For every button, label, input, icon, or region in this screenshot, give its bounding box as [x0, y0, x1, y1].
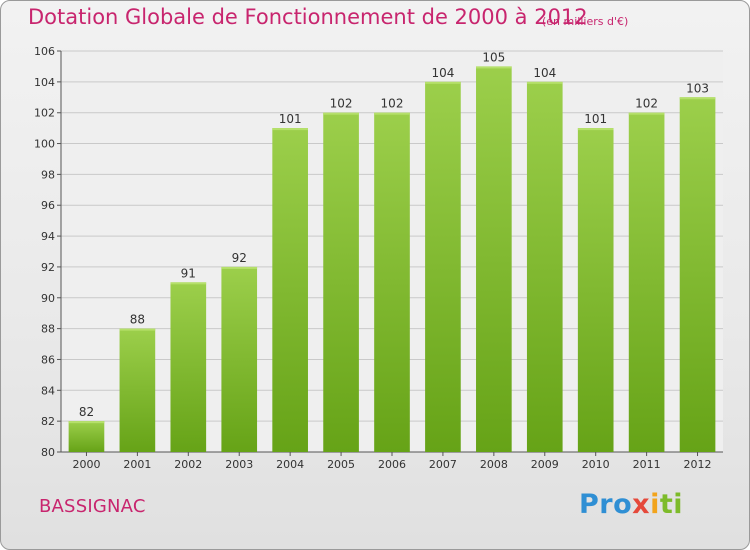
y-tick-label: 106 [34, 45, 55, 58]
data-label: 91 [181, 266, 196, 280]
bar [425, 81, 461, 452]
x-tick-label: 2005 [327, 458, 355, 471]
x-tick-label: 2001 [123, 458, 151, 471]
bar-highlight [476, 66, 512, 69]
data-label: 102 [330, 97, 353, 111]
x-tick-label: 2007 [429, 458, 457, 471]
bar-highlight [221, 266, 258, 269]
y-tick-label: 96 [41, 199, 55, 212]
bar-highlight [374, 112, 410, 115]
data-label: 82 [79, 405, 94, 419]
bar [272, 128, 308, 452]
proxiti-logo: Proxiti [579, 489, 684, 520]
y-tick-label: 88 [41, 323, 55, 336]
x-tick-label: 2003 [225, 458, 253, 471]
chart-title: Dotation Globale de Fonctionnement de 20… [28, 5, 588, 29]
y-tick-label: 82 [41, 415, 55, 428]
bars [68, 66, 716, 453]
bar-highlight [323, 112, 359, 115]
data-label: 102 [381, 97, 404, 111]
x-tick-label: 2006 [378, 458, 406, 471]
bar [577, 128, 614, 452]
bar-highlight [526, 81, 563, 84]
data-label: 92 [232, 251, 247, 265]
y-tick-label: 80 [41, 446, 55, 459]
bar-highlight [272, 128, 308, 131]
bar-highlight [425, 81, 461, 84]
x-tick-label: 2000 [72, 458, 100, 471]
data-label: 102 [635, 97, 658, 111]
bar [526, 81, 563, 452]
bar-highlight [679, 97, 716, 100]
municipality-name: BASSIGNAC [39, 496, 146, 517]
bar [679, 97, 716, 453]
chart-subtitle: (en milliers d'€) [542, 15, 629, 28]
y-tick-label: 100 [34, 138, 55, 151]
y-tick-label: 90 [41, 292, 55, 305]
data-label: 104 [431, 66, 454, 80]
x-tick-label: 2009 [531, 458, 559, 471]
bar-highlight [628, 112, 665, 115]
data-label: 101 [279, 112, 302, 126]
x-tick-label: 2002 [174, 458, 202, 471]
bar [170, 282, 207, 452]
y-tick-label: 86 [41, 353, 55, 366]
x-tick-label: 2010 [582, 458, 610, 471]
bar-highlight [119, 328, 156, 331]
y-tick-label: 92 [41, 261, 55, 274]
data-label: 88 [130, 313, 145, 327]
y-tick-label: 104 [34, 76, 55, 89]
data-label: 101 [584, 112, 607, 126]
bar-highlight [68, 421, 105, 424]
data-label: 104 [533, 66, 556, 80]
bar [68, 421, 105, 452]
bar [476, 66, 512, 452]
y-tick-label: 94 [41, 230, 55, 243]
x-tick-label: 2004 [276, 458, 304, 471]
x-tick-label: 2012 [684, 458, 712, 471]
bar-highlight [170, 282, 207, 285]
y-tick-label: 98 [41, 168, 55, 181]
bar-highlight [577, 128, 614, 131]
data-label: 105 [482, 50, 505, 64]
x-tick-label: 2008 [480, 458, 508, 471]
y-tick-label: 84 [41, 384, 55, 397]
labels: 82 2000 88 2001 91 2002 92 2003 101 2004 102 2005 10… [72, 50, 711, 471]
bar [628, 112, 665, 452]
y-tick-label: 102 [34, 107, 55, 120]
bar [119, 328, 156, 452]
bar [221, 266, 258, 452]
bar [374, 112, 410, 452]
x-tick-label: 2011 [633, 458, 661, 471]
data-label: 103 [686, 81, 709, 95]
bar [323, 112, 359, 452]
